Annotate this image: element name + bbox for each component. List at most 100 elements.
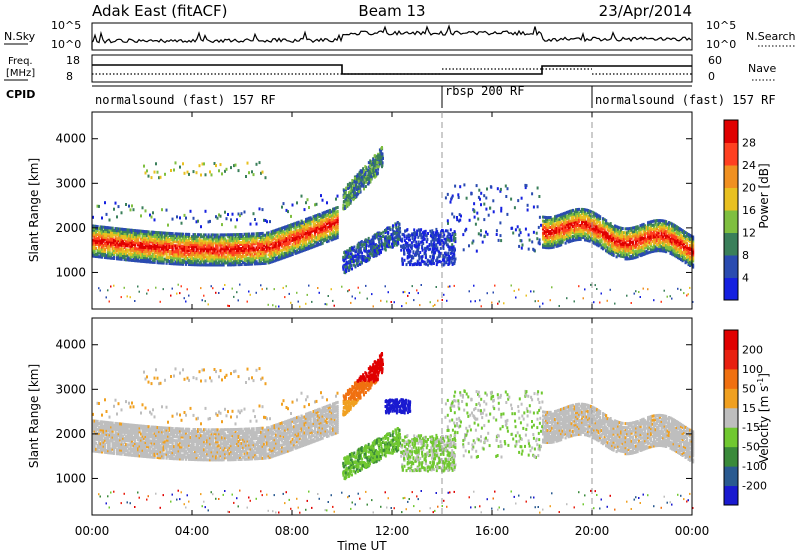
data-cell bbox=[389, 245, 391, 248]
data-cell bbox=[358, 242, 360, 245]
data-cell bbox=[142, 206, 144, 209]
data-cell bbox=[421, 284, 423, 286]
data-cell bbox=[233, 296, 235, 298]
data-cell bbox=[124, 287, 126, 289]
data-cell bbox=[409, 253, 411, 256]
data-cell bbox=[538, 300, 540, 302]
data-cell bbox=[116, 215, 118, 218]
data-cell bbox=[350, 302, 352, 304]
data-cell bbox=[265, 176, 267, 179]
data-cell bbox=[350, 252, 352, 255]
data-cell bbox=[413, 228, 415, 231]
data-cell bbox=[341, 286, 343, 288]
data-cell bbox=[253, 173, 255, 176]
data-cell bbox=[368, 258, 370, 261]
freq-tick-bottom: 8 bbox=[66, 70, 73, 83]
data-cell bbox=[407, 242, 409, 245]
data-cell bbox=[610, 222, 612, 225]
data-cell bbox=[421, 255, 423, 258]
data-cell bbox=[348, 260, 350, 263]
data-cell bbox=[170, 295, 172, 297]
data-cell bbox=[268, 304, 270, 306]
data-cell bbox=[406, 302, 408, 304]
data-cell bbox=[437, 300, 439, 302]
data-cell bbox=[367, 241, 369, 244]
data-cell bbox=[399, 223, 401, 226]
data-cell bbox=[361, 243, 363, 246]
data-cell bbox=[345, 265, 347, 268]
data-cell bbox=[394, 236, 396, 239]
data-cell bbox=[335, 198, 337, 201]
data-cell bbox=[689, 287, 691, 289]
data-cell bbox=[348, 255, 350, 258]
data-cell bbox=[431, 229, 433, 232]
data-cell bbox=[164, 173, 166, 176]
data-cell bbox=[218, 292, 220, 294]
data-cell bbox=[421, 234, 423, 237]
data-cell bbox=[469, 290, 471, 292]
data-cell bbox=[574, 300, 576, 302]
data-cell bbox=[404, 236, 406, 239]
data-cell bbox=[275, 306, 277, 308]
data-cell bbox=[371, 293, 373, 295]
data-cell bbox=[184, 172, 186, 175]
data-cell bbox=[185, 217, 187, 220]
data-cell bbox=[442, 229, 444, 232]
data-cell bbox=[155, 162, 157, 165]
data-cell bbox=[343, 259, 345, 262]
freq-label: Freq. bbox=[8, 56, 33, 67]
data-cell bbox=[417, 261, 419, 264]
data-cell bbox=[148, 289, 150, 291]
data-cell bbox=[686, 242, 688, 245]
data-cell bbox=[353, 260, 355, 263]
data-cell bbox=[353, 255, 355, 258]
data-cell bbox=[373, 253, 375, 256]
data-cell bbox=[368, 250, 370, 253]
data-cell bbox=[308, 285, 310, 287]
data-cell bbox=[406, 237, 408, 240]
data-cell bbox=[342, 268, 344, 271]
data-cell bbox=[435, 236, 437, 239]
nave-label: Nave bbox=[748, 62, 776, 75]
data-cell bbox=[559, 305, 561, 307]
data-cell bbox=[626, 295, 628, 297]
data-cell bbox=[677, 288, 679, 290]
data-cell bbox=[434, 304, 436, 306]
freq-trace bbox=[92, 65, 692, 74]
data-cell bbox=[434, 238, 436, 241]
data-cell bbox=[200, 174, 202, 177]
data-cell bbox=[380, 237, 382, 240]
data-cell bbox=[421, 260, 423, 263]
data-cell bbox=[399, 231, 401, 234]
data-cell bbox=[304, 208, 306, 211]
data-cell bbox=[172, 288, 174, 290]
data-cell bbox=[426, 238, 428, 241]
data-cell bbox=[475, 300, 477, 302]
data-cell bbox=[386, 244, 388, 247]
data-cell bbox=[634, 293, 636, 295]
data-cell bbox=[151, 176, 153, 179]
data-cell bbox=[442, 245, 444, 248]
data-cell bbox=[184, 214, 186, 217]
data-cell bbox=[161, 208, 163, 211]
data-cell bbox=[414, 231, 416, 234]
data-cell bbox=[175, 161, 177, 164]
data-cell bbox=[139, 291, 141, 293]
data-cell bbox=[203, 162, 205, 165]
cpid-label: CPID bbox=[6, 88, 35, 101]
data-cell bbox=[375, 235, 377, 238]
data-cell bbox=[245, 175, 247, 178]
data-cell bbox=[430, 301, 432, 303]
data-cell bbox=[385, 229, 387, 232]
data-cell bbox=[451, 261, 453, 264]
data-cell bbox=[359, 292, 361, 294]
data-cell bbox=[479, 299, 481, 301]
data-cell bbox=[351, 247, 353, 250]
data-cell bbox=[346, 261, 348, 264]
data-cell bbox=[373, 236, 375, 239]
date-title: 23/Apr/2014 bbox=[599, 2, 692, 20]
data-cell bbox=[595, 284, 597, 286]
data-cell bbox=[454, 285, 456, 287]
data-cell bbox=[380, 249, 382, 252]
